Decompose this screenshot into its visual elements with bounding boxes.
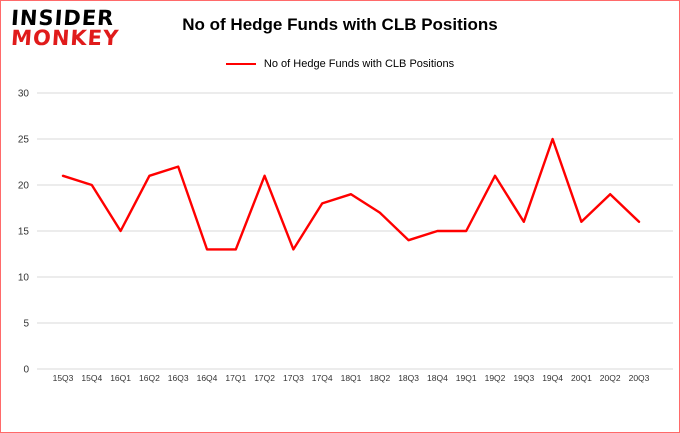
x-tick-label: 20Q3	[629, 373, 650, 383]
y-tick-label: 30	[18, 89, 30, 100]
y-tick-label: 5	[23, 319, 29, 330]
x-tick-label: 17Q2	[254, 373, 275, 383]
y-tick-label: 15	[18, 227, 30, 238]
x-tick-label: 19Q2	[485, 373, 506, 383]
x-tick-label: 18Q2	[369, 373, 390, 383]
x-tick-label: 19Q1	[456, 373, 477, 383]
x-tick-label: 19Q4	[542, 373, 563, 383]
x-tick-label: 18Q3	[398, 373, 419, 383]
x-tick-label: 18Q1	[341, 373, 362, 383]
x-tick-label: 20Q2	[600, 373, 621, 383]
x-tick-label: 16Q1	[110, 373, 131, 383]
x-tick-label: 16Q2	[139, 373, 160, 383]
y-tick-label: 10	[18, 273, 30, 284]
x-tick-label: 20Q1	[571, 373, 592, 383]
legend-line-swatch	[225, 63, 256, 65]
y-tick-label: 20	[18, 181, 30, 192]
series-line	[61, 137, 641, 251]
legend-label: No of Hedge Funds with CLB Positions	[263, 58, 455, 70]
chart-title: No of Hedge Funds with CLB Positions	[182, 15, 498, 34]
x-tick-label: 17Q4	[312, 373, 333, 383]
chart-legend: No of Hedge Funds with CLB Positions	[1, 58, 679, 70]
y-tick-label: 25	[18, 135, 30, 146]
x-tick-label: 15Q4	[81, 373, 102, 383]
x-tick-label: 19Q3	[513, 373, 534, 383]
x-tick-label: 16Q4	[197, 373, 218, 383]
x-tick-label: 17Q3	[283, 373, 304, 383]
x-tick-label: 15Q3	[53, 373, 74, 383]
x-tick-label: 17Q1	[225, 373, 246, 383]
x-tick-label: 16Q3	[168, 373, 189, 383]
line-chart: 0 5 10 15 20 25 30 15Q3 15Q4 16Q1 16Q2 16Q3 16Q4 17Q1…	[18, 89, 673, 383]
x-tick-label: 18Q4	[427, 373, 448, 383]
y-tick-label: 0	[23, 365, 29, 376]
